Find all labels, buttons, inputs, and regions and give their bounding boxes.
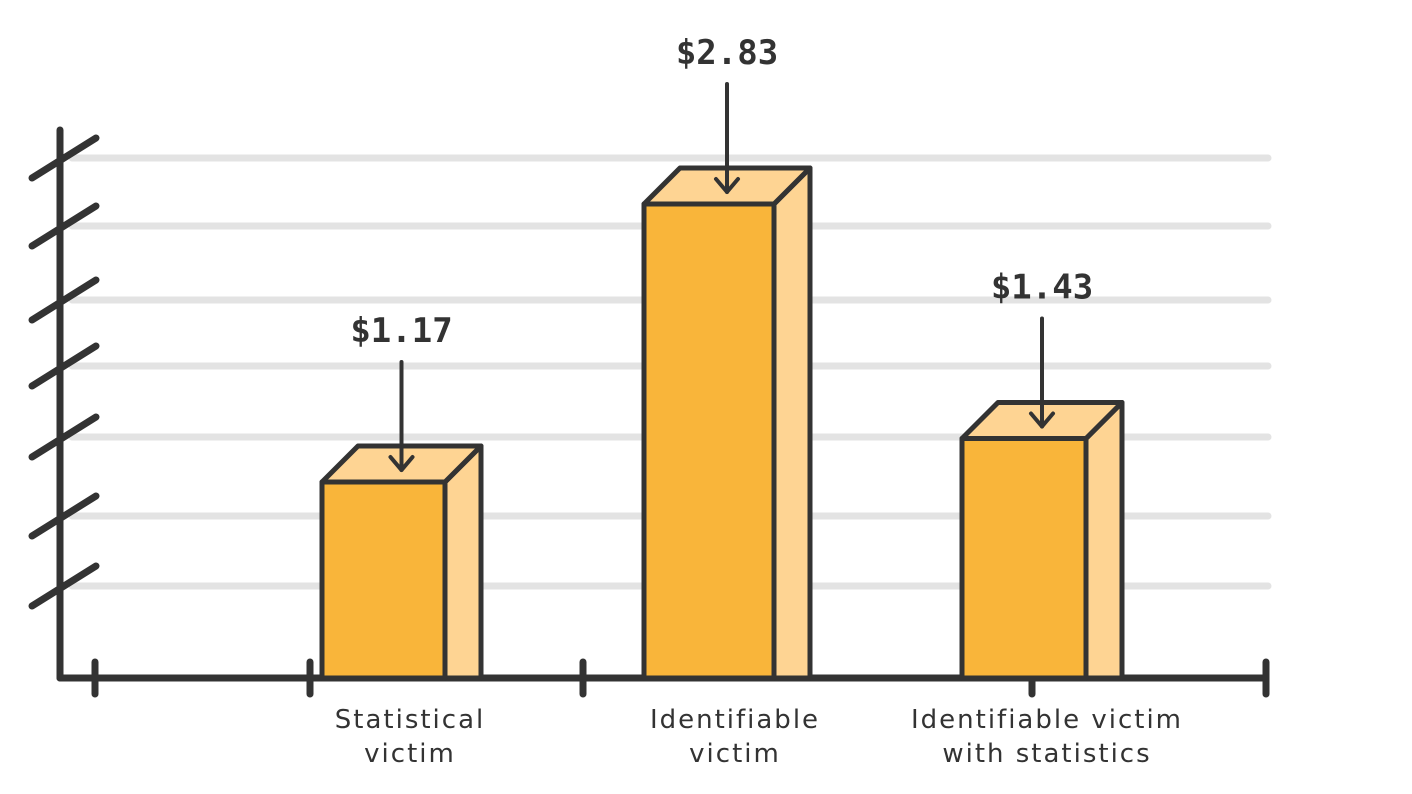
tick-label: Identifiable <box>650 705 820 735</box>
data-label: $2.83 <box>676 33 778 73</box>
arrow-head-icon <box>388 455 415 473</box>
data-label: $1.43 <box>991 267 1093 307</box>
arrow-head-icon <box>1029 411 1055 429</box>
y-tick <box>28 562 100 610</box>
arrow-head-icon <box>714 177 740 194</box>
bar-side <box>1083 399 1125 681</box>
bars <box>319 165 1125 681</box>
y-tick <box>28 134 100 182</box>
tick-label: Statistical <box>335 705 485 735</box>
bar <box>641 165 813 681</box>
tick-label: with statistics <box>942 739 1151 769</box>
bar <box>959 399 1125 681</box>
bar-front <box>959 435 1089 681</box>
y-tick <box>28 202 100 250</box>
tick-label: victim <box>364 739 456 769</box>
y-tick <box>28 342 100 390</box>
y-tick <box>28 413 100 461</box>
bar <box>319 443 484 681</box>
y-tick <box>28 492 100 540</box>
labels: $1.17 Statistical victim $2.83 Identifiable v… <box>335 33 1183 769</box>
tick-label: victim <box>689 739 781 769</box>
y-tick <box>28 276 100 324</box>
data-label: $1.17 <box>350 311 452 351</box>
bar-front <box>641 201 777 681</box>
bar-front <box>319 479 448 681</box>
tick-label: Identifiable victim <box>911 705 1183 735</box>
bar-side <box>442 443 484 681</box>
bar-side <box>771 165 813 681</box>
